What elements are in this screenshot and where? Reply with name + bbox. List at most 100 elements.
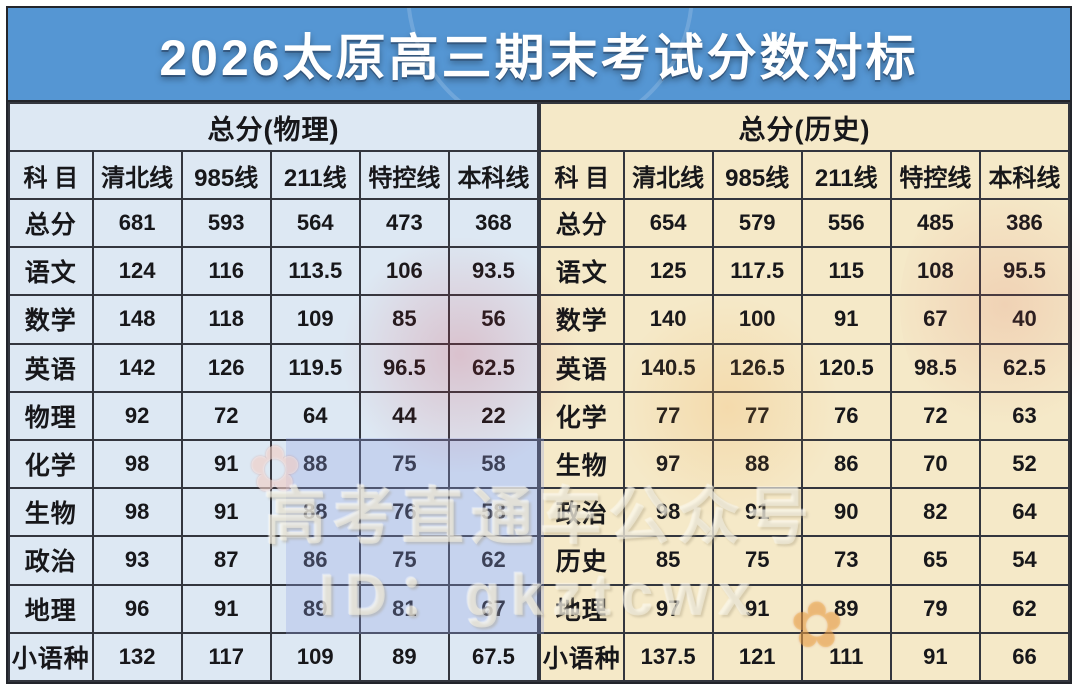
score-cell: 86 <box>269 535 361 586</box>
score-cell: 64 <box>269 390 361 441</box>
subject-cell: 地理 <box>539 583 625 634</box>
score-cell: 87 <box>180 535 272 586</box>
subject-cell: 历史 <box>539 535 625 586</box>
score-cell: 72 <box>180 390 272 441</box>
score-cell: 97 <box>622 438 714 490</box>
score-cell: 88 <box>269 438 361 490</box>
score-cell: 109 <box>269 294 361 345</box>
subject-cell: 小语种 <box>8 631 94 683</box>
score-cell: 86 <box>800 438 892 490</box>
score-cell: 62.5 <box>978 342 1071 393</box>
physics-score-table: 总分(物理) 科 目清北线 985线 211线 特控线 本科线 总分 681 593 564 473… <box>8 102 540 683</box>
score-cell: 76 <box>800 390 892 441</box>
score-cell: 117.5 <box>711 246 803 297</box>
tables-container: 总分(物理) 科 目清北线 985线 211线 特控线 本科线 总分 681 593 564 473… <box>8 102 1071 683</box>
score-cell: 681 <box>91 197 183 249</box>
subject-cell: 数学 <box>8 294 94 345</box>
subject-cell: 总分 <box>539 197 625 249</box>
score-cell: 96 <box>91 583 183 634</box>
score-cell: 75 <box>358 438 450 490</box>
score-cell: 40 <box>978 294 1071 345</box>
column-header: 特控线 <box>889 150 981 200</box>
score-cell: 65 <box>889 535 981 586</box>
history-score-table: 总分(历史) 科 目清北线 985线 211线 特控线 本科线 总分 654 579 556 485… <box>539 102 1071 683</box>
score-cell: 95.5 <box>978 246 1071 297</box>
table-row: 政治 98 91 90 82 64 <box>539 487 1071 538</box>
score-cell: 91 <box>889 631 981 683</box>
score-cell: 62 <box>447 535 540 586</box>
watermark-dome-outline-icon <box>406 8 694 100</box>
score-cell: 89 <box>358 631 450 683</box>
score-cell: 81 <box>358 583 450 634</box>
score-cell: 140.5 <box>622 342 714 393</box>
score-cell: 67 <box>889 294 981 345</box>
score-cell: 67.5 <box>447 631 540 683</box>
score-cell: 88 <box>711 438 803 490</box>
score-cell: 368 <box>447 197 540 249</box>
score-cell: 111 <box>800 631 892 683</box>
score-cell: 556 <box>800 197 892 249</box>
subject-cell: 地理 <box>8 583 94 634</box>
score-cell: 62 <box>978 583 1071 634</box>
score-cell: 109 <box>269 631 361 683</box>
score-cell: 98 <box>91 487 183 538</box>
table-row: 生物 97 88 86 70 52 <box>539 438 1071 490</box>
history-section-title: 总分(历史) <box>539 102 1070 152</box>
score-cell: 85 <box>622 535 714 586</box>
subject-cell: 英语 <box>539 342 625 393</box>
score-cell: 485 <box>889 197 981 249</box>
score-cell: 119.5 <box>269 342 361 393</box>
score-cell: 93.5 <box>447 246 540 297</box>
score-cell: 76 <box>358 487 450 538</box>
table-row: 英语 142 126 119.5 96.5 62.5 <box>8 342 540 393</box>
score-cell: 98 <box>622 487 714 538</box>
score-cell: 91 <box>711 583 803 634</box>
table-row: 语文 124 116 113.5 106 93.5 <box>8 246 540 297</box>
table-row: 物理 92 72 64 44 22 <box>8 390 540 441</box>
column-header: 清北线 <box>91 150 183 200</box>
score-cell: 85 <box>358 294 450 345</box>
score-cell: 91 <box>180 438 272 490</box>
table-row: 地理 97 91 89 79 62 <box>539 583 1071 634</box>
score-cell: 386 <box>978 197 1071 249</box>
score-cell: 82 <box>889 487 981 538</box>
score-cell: 64 <box>978 487 1071 538</box>
score-cell: 91 <box>711 487 803 538</box>
score-cell: 91 <box>180 583 272 634</box>
score-cell: 77 <box>622 390 714 441</box>
score-cell: 115 <box>800 246 892 297</box>
score-cell: 100 <box>711 294 803 345</box>
score-cell: 56 <box>447 294 540 345</box>
score-cell: 93 <box>91 535 183 586</box>
score-cell: 108 <box>889 246 981 297</box>
score-table-frame: 2026太原高三期末考试分数对标 总分(物理) 科 目清北线 985线 211线 特控线… <box>6 6 1072 684</box>
subject-cell: 物理 <box>8 390 94 441</box>
subject-cell: 生物 <box>539 438 625 490</box>
table-row: 小语种 137.5 121 111 91 66 <box>539 631 1071 683</box>
score-cell: 44 <box>358 390 450 441</box>
score-cell: 564 <box>269 197 361 249</box>
score-cell: 473 <box>358 197 450 249</box>
score-cell: 125 <box>622 246 714 297</box>
score-cell: 67 <box>447 583 540 634</box>
score-cell: 22 <box>447 390 540 441</box>
score-cell: 58 <box>447 487 540 538</box>
score-cell: 124 <box>91 246 183 297</box>
score-cell: 58 <box>447 438 540 490</box>
subject-cell: 语文 <box>8 246 94 297</box>
score-cell: 63 <box>978 390 1071 441</box>
score-cell: 62.5 <box>447 342 540 393</box>
score-cell: 98.5 <box>889 342 981 393</box>
table-row: 政治 93 87 86 75 62 <box>8 535 540 586</box>
column-header: 科 目 <box>8 150 94 200</box>
score-cell: 117 <box>180 631 272 683</box>
score-cell: 66 <box>978 631 1071 683</box>
score-cell: 132 <box>91 631 183 683</box>
score-cell: 92 <box>91 390 183 441</box>
score-cell: 120.5 <box>800 342 892 393</box>
table-row: 数学 148 118 109 85 56 <box>8 294 540 345</box>
score-cell: 75 <box>711 535 803 586</box>
score-cell: 593 <box>180 197 272 249</box>
table-row: 化学 98 91 88 75 58 <box>8 438 540 490</box>
